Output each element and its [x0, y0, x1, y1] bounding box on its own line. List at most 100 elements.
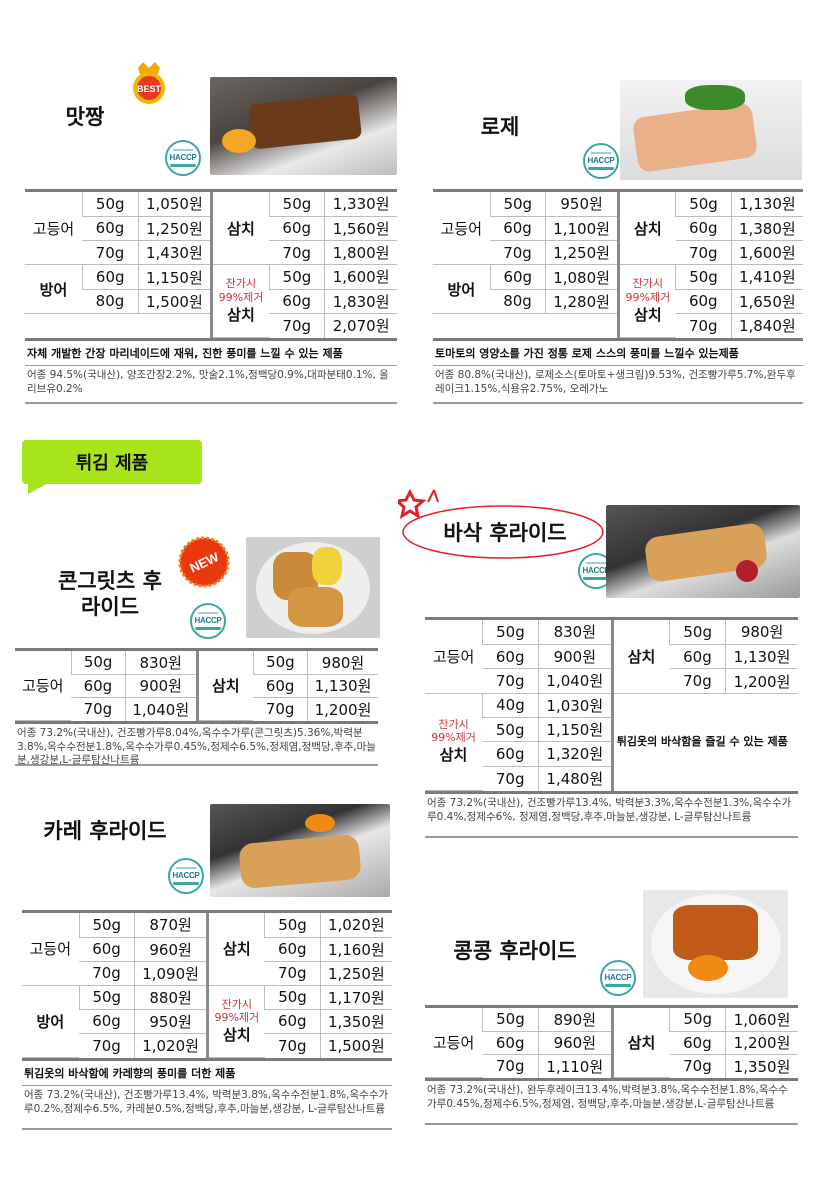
left-price-table: 고등어 50g 830원 60g 900원 70g 1,040원 [15, 651, 196, 721]
weight-cell: 70g [264, 961, 321, 986]
price-cell: 1,130원 [725, 644, 798, 670]
price-row: 70g 1,500원 [208, 1033, 392, 1058]
price-cell: 2,070원 [324, 313, 397, 338]
weight-cell: 70g [490, 240, 546, 266]
price-cell: 1,040원 [124, 697, 196, 721]
product-photo [246, 537, 380, 638]
price-cell: 1,020원 [319, 913, 392, 938]
haccp-logo: HACCP [190, 603, 226, 639]
fish-name-cell: 삼치 [211, 192, 270, 266]
fish-note: 잔가시 99%제거 [431, 718, 476, 745]
weight-cell: 70g [482, 668, 539, 694]
price-cell: 1,430원 [137, 240, 211, 266]
price-row: 잔가시 99%제거 삼치 50g 1,410원 [618, 264, 803, 338]
price-row: 70g 1,430원 [25, 240, 211, 266]
fish-name-cell: 고등어 [425, 1008, 483, 1078]
price-cell: 960원 [537, 1031, 611, 1055]
haccp-logo: HACCP [600, 960, 636, 996]
price-row: 잔가시 99%제거 삼치 50g 1,170원 [207, 985, 392, 1059]
price-cell: 1,050원 [137, 192, 211, 217]
price-cell: 1,200원 [725, 668, 798, 694]
fish-name-cell: 잔가시 99%제거 삼치 [207, 985, 265, 1059]
fish-name: 고등어 [32, 219, 75, 238]
weight-cell: 60g [489, 264, 546, 290]
weight-cell: 60g [79, 1009, 135, 1034]
price-cell: 1,840원 [730, 313, 803, 338]
price-row: 70g 2,070원 [212, 313, 397, 338]
price-row: 60g 1,650원 [619, 289, 803, 314]
price-cell: 950원 [133, 1009, 207, 1034]
fish-name: 방어 [36, 1012, 65, 1031]
weight-cell: 50g [482, 717, 539, 743]
price-cell: 950원 [544, 192, 618, 217]
price-cell: 1,040원 [537, 668, 611, 694]
product-description: 튀김옷의 바삭함에 카레향의 풍미를 더한 제품 [22, 1061, 392, 1086]
weight-cell: 40g [482, 693, 539, 718]
fish-name-cell: 고등어 [433, 192, 491, 266]
price-cell: 1,280원 [544, 289, 618, 315]
price-table: 고등어 50g 950원 60g 1,100원 70g 1,250원 방어 60g 1,080원 8… [433, 189, 803, 341]
fish-name: 삼치 [627, 1034, 656, 1052]
weight-cell: 70g [669, 668, 726, 694]
weight-cell: 50g [482, 620, 539, 645]
price-cell: 1,100원 [544, 216, 618, 242]
left-price-table: 고등어 50g 1,050원 60g 1,250원 70g 1,430원 방어 60g 1,150… [25, 192, 211, 338]
price-cell: 1,110원 [537, 1054, 611, 1078]
new-badge: NEW [178, 536, 230, 588]
fish-name-cell: 고등어 [25, 192, 83, 266]
fish-name-cell: 잔가시 99%제거 삼치 [618, 264, 676, 338]
price-row: 잔가시 99%제거 삼치 50g 1,600원 [211, 264, 397, 338]
price-cell: 960원 [133, 937, 207, 962]
fish-name: 방어 [447, 280, 476, 299]
right-price-table: 삼치 50g 1,130원 60g 1,380원 70g 1,600원 잔가시 99%제거 삼치 5… [617, 192, 803, 338]
weight-cell: 60g [71, 674, 126, 698]
haccp-logo: HACCP [168, 858, 204, 894]
weight-cell: 50g [70, 651, 126, 675]
price-cell: 900원 [124, 674, 196, 698]
price-row: 70g 1,040원 [425, 668, 611, 694]
weight-cell: 70g [675, 240, 732, 266]
fish-name-cell: 고등어 [15, 651, 72, 721]
price-row: 70g 1,110원 [425, 1054, 611, 1078]
right-price-table: 삼치 50g 1,020원 60g 1,160원 70g 1,250원 잔가시 99%제거 삼치 5… [206, 913, 392, 1059]
price-row: 삼치 50g 980원 [612, 620, 798, 694]
fish-name: 삼치 [227, 305, 255, 324]
product-title: 로제 [480, 115, 520, 139]
price-row: 방어 50g 880원 [22, 985, 207, 1059]
price-row: 삼치 50g 980원 [197, 651, 378, 721]
price-cell: 1,350원 [319, 1009, 392, 1034]
price-row: 70g 1,480원 [425, 766, 611, 791]
price-cell: 1,500원 [137, 289, 211, 315]
price-cell: 980원 [725, 620, 798, 645]
weight-cell: 50g [268, 192, 325, 217]
left-price-table: 고등어 50g 830원 60g 900원 70g 1,040원 잔가시 99%제거 삼치 40g 1… [425, 620, 611, 792]
weight-cell: 60g [490, 216, 546, 242]
price-row: 고등어 50g 830원 [425, 620, 611, 694]
price-cell: 1,560원 [324, 216, 397, 242]
price-row: 80g 1,500원 [25, 289, 211, 315]
price-cell: 1,080원 [544, 264, 618, 290]
product-title: 바삭 후라이드 [443, 521, 567, 545]
product-description: 자체 개발한 간장 마리네이드에 재워, 진한 풍미를 느낄 수 있는 제품 [25, 341, 397, 366]
weight-cell: 50g [669, 1008, 726, 1032]
price-cell: 1,020원 [133, 1033, 207, 1058]
weight-cell: 60g [675, 216, 732, 242]
price-row: 60g 1,350원 [208, 1009, 392, 1034]
price-row: 70g 1,020원 [22, 1033, 207, 1058]
price-cell: 1,200원 [307, 697, 378, 721]
weight-cell: 70g [277, 1036, 307, 1055]
weight-cell: 70g [82, 240, 139, 266]
price-cell: 980원 [307, 651, 378, 675]
price-row: 방어 60g 1,150원 [25, 264, 211, 315]
price-row: 70g 1,250원 [433, 240, 618, 266]
price-cell: 1,320원 [537, 741, 611, 767]
fish-name-cell: 삼치 [207, 913, 265, 986]
fish-name-cell: 삼치 [612, 620, 670, 694]
price-cell: 1,600원 [730, 240, 803, 266]
fish-name: 삼치 [627, 647, 656, 666]
price-cell: 1,410원 [730, 264, 803, 290]
price-row: 고등어 50g 1,050원 [25, 192, 211, 266]
weight-cell: 70g [495, 769, 525, 788]
weight-cell: 70g [282, 316, 312, 335]
right-price-table: 삼치 50g 1,060원 60g 1,200원 70g 1,350원 [610, 1008, 798, 1078]
